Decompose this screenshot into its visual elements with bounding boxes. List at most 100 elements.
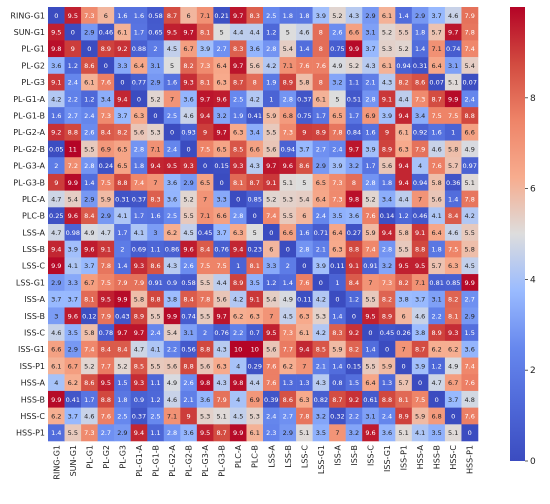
- heatmap-cell-value: 1.3: [283, 379, 293, 387]
- heatmap-cell-value: 8.4: [101, 346, 111, 354]
- heatmap-cell-value: 7.8: [101, 262, 111, 270]
- heatmap-cell: [163, 190, 181, 208]
- heatmap-cell-value: 8: [319, 45, 323, 53]
- heatmap-cell: [378, 157, 396, 175]
- heatmap-cell: [81, 90, 98, 108]
- heatmap-cell-value: 2.9: [84, 29, 94, 37]
- heatmap-cell-value: 9.9: [68, 179, 78, 187]
- heatmap-cell: [246, 23, 264, 41]
- heatmap-cell-value: 7: [302, 362, 306, 370]
- y-tick-label: PL-G3: [21, 78, 45, 87]
- heatmap-cell-value: 3.2: [349, 162, 359, 170]
- heatmap-cell-value: 2.5: [167, 112, 177, 120]
- heatmap-cell: [428, 407, 446, 425]
- y-tick-label: HSS-C: [20, 412, 45, 421]
- heatmap-cell: [461, 340, 479, 358]
- heatmap-cell-value: 9.6: [283, 162, 293, 170]
- heatmap-cell-value: 0.94: [413, 179, 427, 187]
- y-tick-label: ISS-P1: [20, 362, 45, 371]
- heatmap-cell: [428, 390, 446, 408]
- heatmap-cell: [147, 307, 165, 325]
- heatmap-cell-value: 5.5: [266, 129, 276, 137]
- heatmap-cell: [213, 340, 231, 358]
- heatmap-cell-value: 0.45: [380, 329, 394, 337]
- heatmap-cell-value: 6.3: [233, 129, 243, 137]
- heatmap-cell: [64, 157, 82, 175]
- heatmap-cell-value: 1.8: [415, 29, 425, 37]
- heatmap-cell-value: 1.1: [150, 246, 160, 254]
- x-tick-label: ISS-A: [333, 444, 342, 465]
- heatmap-cell-value: 2.4: [332, 145, 342, 153]
- heatmap-cell-value: 0: [302, 262, 306, 270]
- heatmap-cell: [114, 240, 131, 258]
- heatmap-cell-value: 0: [120, 79, 124, 87]
- heatmap-cell: [163, 140, 181, 158]
- heatmap-cell-value: 7.6: [266, 379, 276, 387]
- heatmap-cell: [312, 7, 330, 24]
- x-tick-label: PL-G1-B: [152, 445, 161, 477]
- heatmap-cell: [411, 140, 429, 158]
- heatmap-cell-value: 7: [402, 346, 406, 354]
- heatmap-cell: [296, 73, 313, 91]
- heatmap-cell-value: 0.37: [297, 95, 311, 103]
- heatmap-cell: [378, 324, 396, 342]
- heatmap-cell: [461, 90, 479, 108]
- heatmap-cell: [180, 390, 198, 408]
- colorbar-tick-label: 8: [530, 94, 536, 104]
- heatmap-cell-value: 9: [385, 129, 389, 137]
- heatmap-cell-value: 2.4: [68, 79, 78, 87]
- heatmap-cell-value: 4.2: [250, 95, 260, 103]
- heatmap-cell: [461, 224, 479, 241]
- heatmap-cell-value: 7.9: [117, 279, 127, 287]
- heatmap-cell: [229, 157, 247, 175]
- heatmap-cell: [130, 157, 148, 175]
- heatmap-cell: [395, 40, 413, 58]
- heatmap-cell: [97, 274, 115, 292]
- heatmap-cell: [378, 240, 396, 258]
- heatmap-cell-value: 9.7: [200, 95, 210, 103]
- heatmap-cell-value: 9.9: [117, 296, 127, 304]
- heatmap-cell-value: 5.9: [101, 195, 111, 203]
- heatmap-cell: [461, 290, 479, 308]
- heatmap-cell: [279, 424, 297, 442]
- heatmap-cell-value: 5.6: [216, 296, 226, 304]
- heatmap-cell: [279, 374, 297, 392]
- heatmap-cell: [180, 73, 198, 91]
- heatmap-cell-value: 1.6: [134, 12, 144, 20]
- heatmap-cell: [461, 274, 479, 292]
- heatmap-cell: [444, 240, 462, 258]
- heatmap-cell: [345, 324, 363, 342]
- heatmap-cell-value: 2.1: [316, 362, 326, 370]
- heatmap-cell: [461, 40, 479, 58]
- heatmap-cell-value: 9.9: [465, 279, 475, 287]
- heatmap-cell-value: 8.8: [349, 246, 359, 254]
- heatmap-cell-value: 1.2: [266, 279, 276, 287]
- heatmap-cell-value: 8.6: [299, 162, 309, 170]
- heatmap-cell: [81, 357, 98, 375]
- heatmap-cell-value: 6.3: [299, 396, 309, 404]
- heatmap-cell: [213, 290, 231, 308]
- heatmap-cell: [97, 307, 115, 325]
- heatmap-cell: [180, 424, 198, 442]
- heatmap-cell-value: 4.4: [398, 195, 408, 203]
- heatmap-cell: [444, 224, 462, 241]
- heatmap-cell: [97, 173, 115, 191]
- heatmap-cell: [229, 173, 247, 191]
- heatmap-cell-value: 6.5: [117, 145, 127, 153]
- heatmap-cell-value: 1.8: [382, 179, 392, 187]
- heatmap-cell-value: 4.2: [51, 95, 61, 103]
- colorbar-tick-label: 6: [530, 185, 536, 195]
- heatmap-cell: [428, 40, 446, 58]
- heatmap-cell-value: 4.3: [382, 79, 392, 87]
- heatmap-cell-value: 4.1: [431, 212, 441, 220]
- heatmap-cell: [64, 357, 82, 375]
- heatmap-cell-value: 1.5: [465, 329, 475, 337]
- heatmap-cell: [229, 190, 247, 208]
- heatmap-cell-value: 9.7: [216, 312, 226, 320]
- heatmap-cell-value: 5.9: [382, 362, 392, 370]
- heatmap-cell-value: 4.1: [134, 229, 144, 237]
- heatmap-cell: [81, 324, 98, 342]
- heatmap-cell: [378, 40, 396, 58]
- heatmap-cell-value: 8.4: [84, 212, 94, 220]
- heatmap-cell-value: 7.4: [465, 362, 475, 370]
